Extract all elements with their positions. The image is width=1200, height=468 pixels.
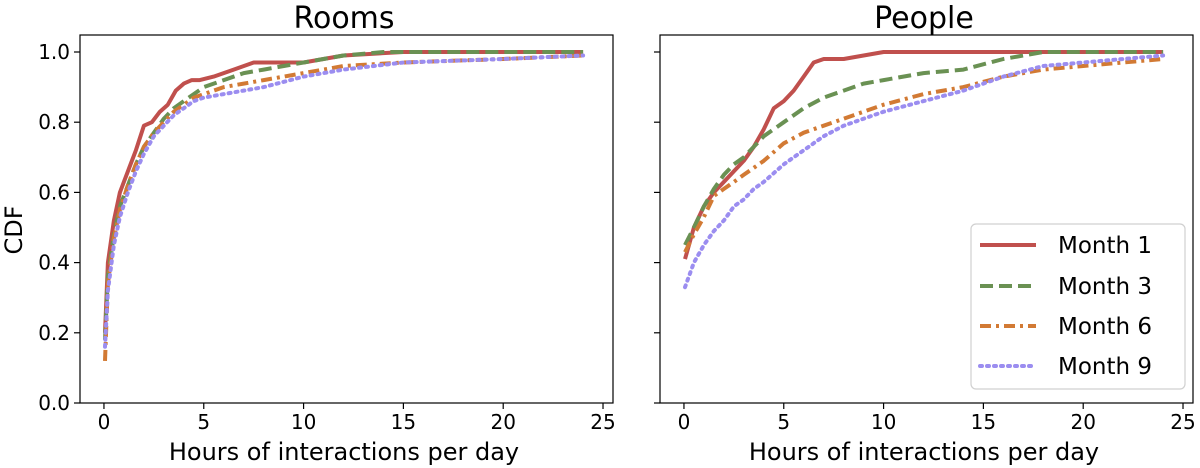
rooms-x-tick-label: 5 — [197, 410, 210, 434]
legend-label-month-6: Month 6 — [1058, 314, 1152, 340]
people-lines — [683, 50, 1166, 290]
rooms-ylabel: CDF — [0, 205, 28, 254]
people-x-tick-label: 5 — [777, 410, 790, 434]
people-x-tick-label: 20 — [1070, 410, 1095, 434]
people-x-tick-label: 15 — [971, 410, 996, 434]
rooms-title: Rooms — [293, 1, 394, 36]
rooms-y-tick-label: 0.4 — [38, 251, 70, 275]
people-x-tick-label: 10 — [871, 410, 896, 434]
people-axes-frame — [659, 34, 1194, 404]
rooms-y-tick-label: 0.6 — [38, 180, 70, 204]
people-series-line-month-6 — [683, 57, 1164, 254]
people-x-tick-label: 0 — [678, 410, 691, 434]
people-panel: People Hours of interactions per day 0 5 1… — [654, 1, 1196, 466]
rooms-xlabel: Hours of interactions per day — [169, 438, 519, 466]
rooms-series-line-month-6 — [103, 53, 584, 361]
rooms-series-line-month-9 — [103, 53, 586, 349]
legend-box — [970, 223, 1186, 390]
people-xlabel: Hours of interactions per day — [749, 438, 1099, 466]
rooms-series-line-month-3 — [103, 50, 584, 340]
rooms-x-tick-label: 25 — [590, 410, 615, 434]
legend-label-month-9: Month 9 — [1058, 354, 1152, 380]
rooms-x-tick-label: 20 — [490, 410, 515, 434]
people-ticks: 0 5 10 15 20 25 — [654, 51, 1196, 434]
rooms-x-tick-label: 0 — [98, 410, 111, 434]
rooms-y-tick-label: 0.8 — [38, 110, 70, 134]
legend: Month 1 Month 3 Month 6 Month 9 — [970, 223, 1186, 390]
legend-label-month-3: Month 3 — [1058, 274, 1152, 300]
rooms-lines — [103, 50, 586, 361]
rooms-y-tick-label: 0.2 — [38, 321, 70, 345]
rooms-series-line-month-1 — [103, 50, 584, 333]
rooms-ticks: 0 5 10 15 20 25 0.0 0.2 0.4 0.6 0.8 1.0 — [38, 40, 616, 434]
rooms-x-tick-label: 10 — [291, 410, 316, 434]
rooms-axes-frame — [79, 34, 614, 404]
legend-label-month-1: Month 1 — [1058, 233, 1152, 259]
rooms-y-tick-label: 1.0 — [38, 40, 70, 64]
people-series-line-month-9 — [683, 53, 1166, 290]
rooms-y-tick-label: 0.0 — [38, 391, 70, 415]
people-title: People — [874, 1, 974, 36]
people-x-tick-label: 25 — [1170, 410, 1195, 434]
rooms-x-tick-label: 15 — [391, 410, 416, 434]
rooms-panel: Rooms Hours of interactions per day CDF … — [0, 1, 616, 466]
people-series-line-month-1 — [683, 50, 1164, 260]
people-series-line-month-3 — [683, 50, 1164, 246]
